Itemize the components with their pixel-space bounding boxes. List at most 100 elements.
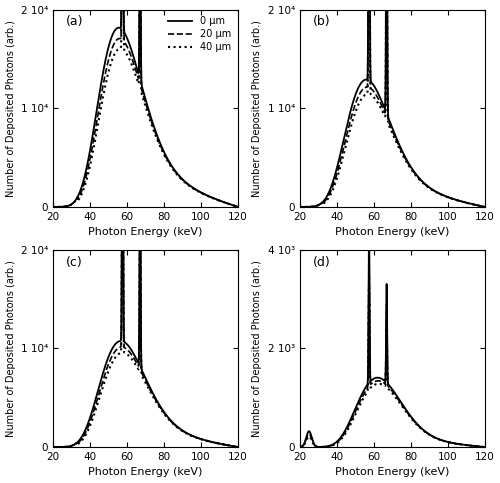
20 μm <box>448 440 454 446</box>
Line: 40 μm: 40 μm <box>300 284 484 447</box>
0 μm <box>84 424 90 429</box>
0 μm <box>448 196 454 201</box>
20 μm <box>368 380 374 386</box>
20 μm <box>366 254 372 260</box>
20 μm <box>330 182 336 188</box>
40 μm <box>482 444 488 450</box>
0 μm <box>408 413 414 419</box>
0 μm <box>50 444 56 450</box>
Line: 0 μm: 0 μm <box>300 225 484 447</box>
Line: 0 μm: 0 μm <box>53 0 238 447</box>
20 μm <box>235 204 241 210</box>
20 μm <box>434 436 440 442</box>
20 μm <box>84 170 90 176</box>
0 μm <box>448 440 454 446</box>
40 μm <box>235 444 241 450</box>
20 μm <box>121 339 127 344</box>
20 μm <box>202 438 208 443</box>
20 μm <box>235 444 241 450</box>
40 μm <box>84 176 90 182</box>
20 μm <box>330 442 336 448</box>
40 μm <box>434 190 440 196</box>
Y-axis label: Number of Deposited Photons (arb.): Number of Deposited Photons (arb.) <box>6 260 16 437</box>
X-axis label: Photon Energy (keV): Photon Energy (keV) <box>88 227 203 237</box>
0 μm <box>368 69 374 74</box>
40 μm <box>120 19 126 25</box>
20 μm <box>482 444 488 450</box>
Line: 40 μm: 40 μm <box>300 0 484 207</box>
20 μm <box>368 77 374 83</box>
40 μm <box>50 444 56 450</box>
0 μm <box>170 420 176 426</box>
40 μm <box>50 204 56 210</box>
0 μm <box>202 192 208 198</box>
40 μm <box>188 433 194 439</box>
X-axis label: Photon Energy (keV): Photon Energy (keV) <box>88 468 203 477</box>
Line: 20 μm: 20 μm <box>53 0 238 447</box>
20 μm <box>417 177 423 183</box>
40 μm <box>417 177 423 183</box>
Line: 40 μm: 40 μm <box>53 22 238 447</box>
0 μm <box>434 436 440 441</box>
0 μm <box>50 204 56 210</box>
20 μm <box>161 151 167 156</box>
0 μm <box>188 432 194 438</box>
40 μm <box>161 411 167 417</box>
20 μm <box>296 444 302 450</box>
40 μm <box>296 204 302 210</box>
40 μm <box>408 166 414 171</box>
20 μm <box>170 167 176 172</box>
0 μm <box>417 176 423 182</box>
20 μm <box>408 165 414 170</box>
20 μm <box>84 427 90 433</box>
0 μm <box>482 204 488 210</box>
0 μm <box>417 424 423 430</box>
40 μm <box>368 85 374 91</box>
40 μm <box>330 185 336 191</box>
0 μm <box>170 166 176 171</box>
Line: 0 μm: 0 μm <box>300 0 484 207</box>
0 μm <box>330 178 336 184</box>
0 μm <box>121 17 127 23</box>
40 μm <box>448 196 454 201</box>
Y-axis label: Number of Deposited Photons (arb.): Number of Deposited Photons (arb.) <box>252 260 262 437</box>
20 μm <box>434 190 440 196</box>
Text: (d): (d) <box>312 256 330 269</box>
Line: 40 μm: 40 μm <box>53 0 238 207</box>
20 μm <box>482 204 488 210</box>
0 μm <box>84 164 90 170</box>
0 μm <box>408 164 414 170</box>
0 μm <box>296 444 302 450</box>
40 μm <box>121 40 127 45</box>
Y-axis label: Number of Deposited Photons (arb.): Number of Deposited Photons (arb.) <box>6 20 16 197</box>
0 μm <box>296 204 302 210</box>
0 μm <box>366 222 372 227</box>
0 μm <box>434 190 440 196</box>
40 μm <box>84 430 90 436</box>
0 μm <box>330 441 336 447</box>
0 μm <box>482 444 488 450</box>
40 μm <box>434 436 440 442</box>
40 μm <box>235 204 241 210</box>
Line: 20 μm: 20 μm <box>53 0 238 207</box>
20 μm <box>50 204 56 210</box>
20 μm <box>161 410 167 416</box>
20 μm <box>408 414 414 420</box>
40 μm <box>170 167 176 173</box>
20 μm <box>121 29 127 35</box>
40 μm <box>161 152 167 158</box>
0 μm <box>161 409 167 415</box>
40 μm <box>366 281 372 287</box>
Y-axis label: Number of Deposited Photons (arb.): Number of Deposited Photons (arb.) <box>252 20 262 197</box>
40 μm <box>121 345 127 351</box>
20 μm <box>170 421 176 426</box>
0 μm <box>121 332 127 338</box>
20 μm <box>188 184 194 190</box>
0 μm <box>235 204 241 210</box>
Legend: 0 μm, 20 μm, 40 μm: 0 μm, 20 μm, 40 μm <box>166 14 233 54</box>
Line: 20 μm: 20 μm <box>300 257 484 447</box>
X-axis label: Photon Energy (keV): Photon Energy (keV) <box>335 468 450 477</box>
Text: (a): (a) <box>66 15 84 28</box>
0 μm <box>202 437 208 443</box>
20 μm <box>448 196 454 201</box>
